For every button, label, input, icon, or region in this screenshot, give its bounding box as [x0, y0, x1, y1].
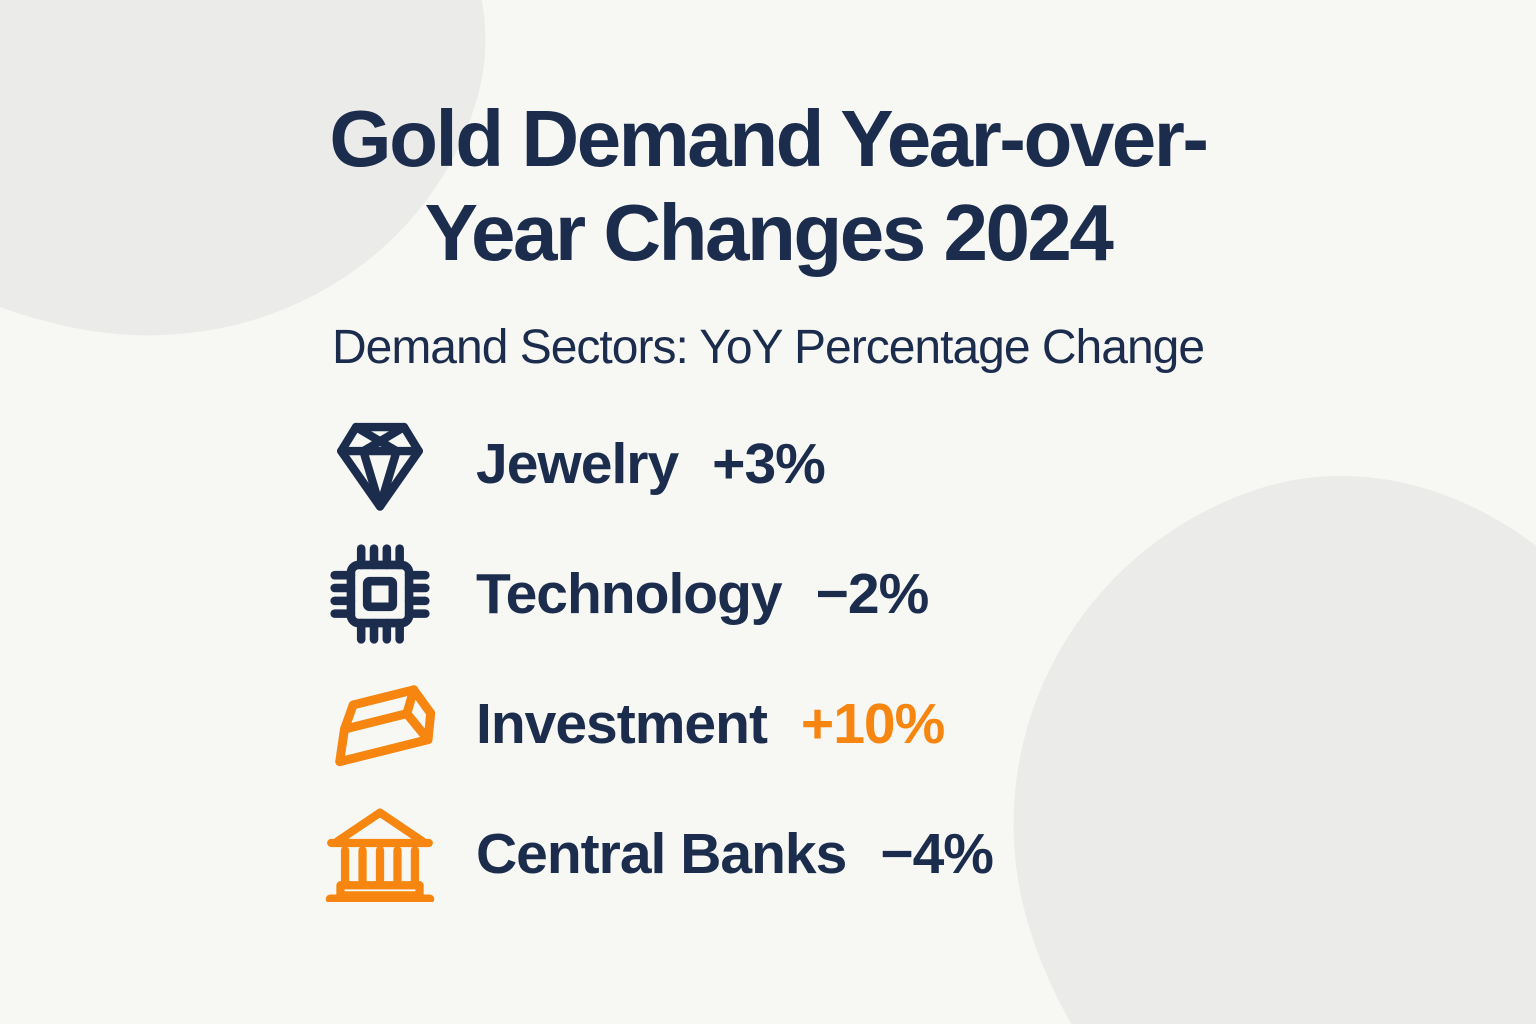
page-title: Gold Demand Year-over-Year Changes 2024 — [329, 94, 1209, 277]
bank-building-icon — [320, 802, 440, 906]
background-blob-bottom-right — [922, 388, 1536, 1024]
sector-row-jewelry: Jewelry +3% — [320, 412, 993, 516]
diamond-gem-icon — [320, 412, 440, 516]
sector-label: Jewelry — [476, 432, 679, 496]
sector-row-investment: Investment +10% — [320, 672, 993, 776]
sector-label: Investment — [476, 692, 768, 756]
microchip-icon — [320, 542, 440, 646]
sector-value: +10% — [800, 692, 945, 756]
sector-value: −4% — [880, 822, 994, 886]
sector-label: Technology — [476, 562, 783, 626]
gold-bar-icon — [320, 672, 440, 776]
sector-value: −2% — [815, 562, 930, 626]
sector-label: Central Banks — [476, 822, 847, 886]
sector-value: +3% — [712, 432, 826, 496]
page-subtitle: Demand Sectors: YoY Percentage Change — [331, 321, 1205, 374]
sector-list: Jewelry +3% Technology −2% — [320, 412, 994, 906]
sector-row-technology: Technology −2% — [320, 542, 993, 646]
sector-row-central-banks: Central Banks −4% — [320, 802, 994, 906]
